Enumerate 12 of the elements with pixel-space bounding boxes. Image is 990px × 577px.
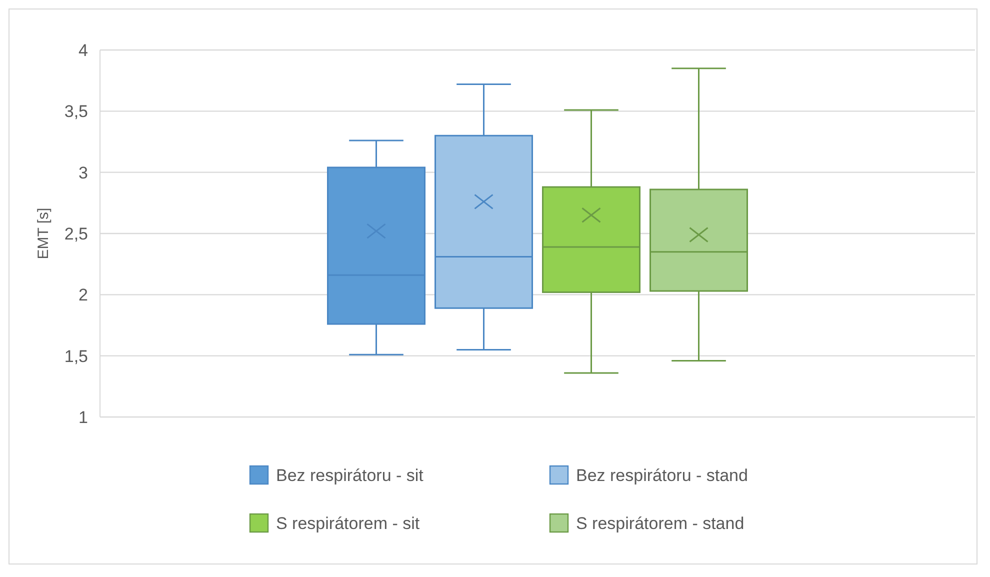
y-tick-label: 3,5 bbox=[64, 102, 88, 122]
legend-label: S respirátorem - sit bbox=[276, 514, 420, 533]
legend-label: Bez respirátoru - sit bbox=[276, 466, 424, 485]
y-tick-label: 2,5 bbox=[64, 224, 88, 244]
y-tick-label: 1 bbox=[78, 408, 88, 427]
legend-label: S respirátorem - stand bbox=[576, 514, 744, 533]
y-axis-title: EMT [s] bbox=[35, 208, 52, 260]
y-tick-label: 4 bbox=[78, 40, 88, 60]
y-tick-label: 1,5 bbox=[64, 346, 88, 366]
legend-label: Bez respirátoru - stand bbox=[576, 466, 748, 485]
y-tick-label: 2 bbox=[78, 286, 88, 305]
y-tick-label: 3 bbox=[78, 163, 88, 182]
